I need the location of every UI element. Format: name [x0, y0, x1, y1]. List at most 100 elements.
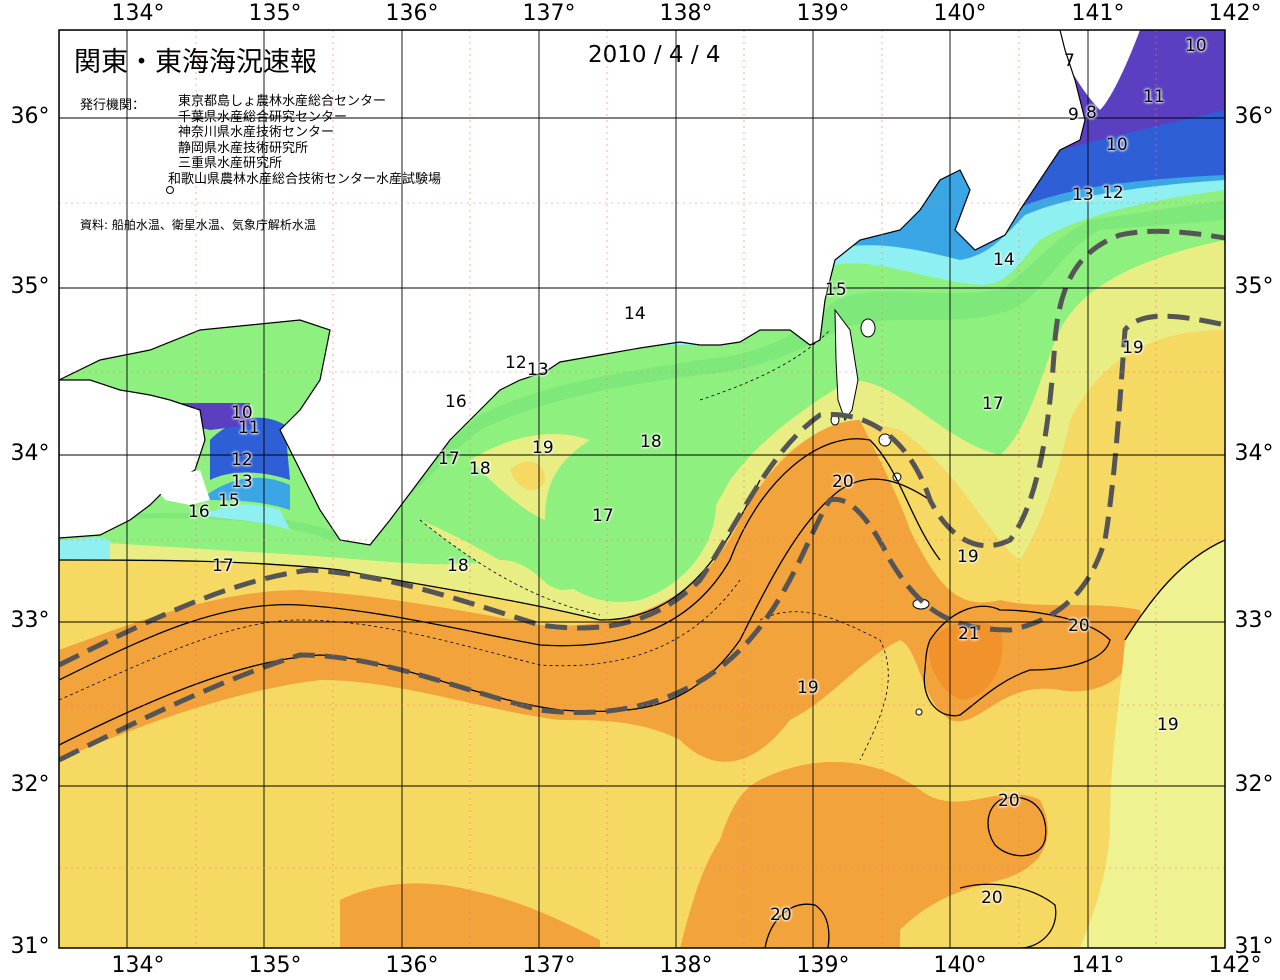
lat-label-left-32: 32°	[10, 772, 50, 797]
lat-label-left-34: 34°	[10, 441, 50, 466]
lon-label-top-140: 140°	[933, 1, 987, 26]
isotherm-label: 16	[445, 392, 467, 412]
sst-band-20	[59, 420, 1142, 762]
publisher-item: 千葉県水産総合研究センター	[178, 109, 348, 125]
lon-label-bottom-141: 141°	[1071, 953, 1125, 978]
isotherm-label: 17	[212, 556, 234, 576]
sst-band-14-ise	[200, 504, 290, 530]
isotherm-label: 20	[998, 791, 1020, 811]
graticule	[59, 30, 1225, 948]
publisher-item: 東京都島しょ農林水産総合センター	[178, 94, 387, 109]
lon-label-bottom-142: 142°	[1208, 953, 1262, 978]
isotherm-label: 17	[438, 449, 460, 469]
isotherm-label: 12	[231, 450, 253, 470]
lon-label-top-138: 138°	[659, 1, 713, 26]
isotherm-label: 19	[1157, 715, 1179, 735]
isotherm-label: 18	[640, 432, 662, 452]
sst-patch-19-small	[510, 461, 545, 491]
map-frame	[58, 29, 1226, 949]
land-shikoku	[59, 379, 206, 560]
map-title: 関東・東海海況速報	[74, 47, 317, 78]
lat-label-left-35: 35°	[10, 274, 50, 299]
publisher-item: 和歌山県農林水産総合技術センター水産試験場	[168, 171, 442, 187]
sst-pool-17	[540, 447, 717, 602]
kuroshio-axis	[59, 228, 1225, 763]
lon-label-top-135: 135°	[248, 1, 302, 26]
isotherm-label: 13	[527, 360, 549, 380]
lon-label-bottom-138: 138°	[659, 953, 713, 978]
lon-label-top-141: 141°	[1071, 1, 1125, 26]
island-aogashima	[915, 708, 923, 716]
lon-label-top-136: 136°	[385, 1, 439, 26]
lat-label-left-36: 36°	[10, 104, 50, 129]
lon-label-top-134: 134°	[111, 1, 165, 26]
lat-label-right-31: 31°	[1234, 934, 1274, 959]
isotherm-label: 20	[770, 905, 792, 925]
isotherm-label: 19	[957, 547, 979, 567]
isotherm-label: 18	[469, 459, 491, 479]
lon-label-top-142: 142°	[1208, 1, 1262, 26]
isotherm-minor-lines	[59, 329, 889, 761]
isotherm-label: 12	[505, 353, 527, 373]
isotherm-label: 7	[1064, 51, 1075, 71]
land-kii-channel-white	[150, 470, 210, 505]
isotherm-label: 20	[1068, 616, 1090, 636]
sst-band-7	[1060, 30, 1140, 110]
island-oshima	[860, 318, 876, 338]
isotherm-label: 17	[592, 506, 614, 526]
sst-band-20-sw	[340, 883, 600, 948]
lat-label-right-34: 34°	[1234, 441, 1274, 466]
publisher-heading: 発行機関：	[80, 98, 146, 113]
lat-label-right-33: 33°	[1234, 608, 1274, 633]
isotherm-label: 19	[797, 678, 819, 698]
isotherm-label: 21	[958, 624, 980, 644]
lon-label-bottom-137: 137°	[522, 953, 576, 978]
isotherm-label: 12	[1102, 183, 1124, 203]
lat-label-left-31: 31°	[10, 934, 50, 959]
lon-label-top-139: 139°	[796, 1, 850, 26]
isotherm-label: 17	[982, 394, 1004, 414]
lat-label-right-35: 35°	[1234, 274, 1274, 299]
isotherm-label: 9	[1068, 105, 1079, 125]
lon-label-bottom-135: 135°	[248, 953, 302, 978]
sst-band-21	[929, 621, 1003, 700]
isotherm-label: 10	[1185, 36, 1207, 56]
isotherm-label: 20	[832, 472, 854, 492]
isotherm-label: 19	[532, 438, 554, 458]
lat-label-right-36: 36°	[1234, 104, 1274, 129]
lon-label-bottom-139: 139°	[796, 953, 850, 978]
isotherm-label: 10	[1106, 135, 1128, 155]
isotherm-label: 13	[231, 472, 253, 492]
publisher-item: 静岡県水産技術研究所	[178, 140, 309, 156]
publisher-bullet-icon	[166, 186, 174, 194]
map-date: 2010 / 4 / 4	[588, 42, 721, 68]
sst-band-12-osaka	[210, 417, 290, 480]
isotherm-label: 10	[231, 403, 253, 423]
isotherm-label: 11	[1143, 87, 1165, 107]
lon-label-bottom-136: 136°	[385, 953, 439, 978]
isotherm-label: 18	[447, 556, 469, 576]
isotherm-label: 15	[218, 491, 240, 511]
lon-label-top-137: 137°	[522, 1, 576, 26]
isotherm-label: 20	[981, 888, 1003, 908]
lat-label-right-32: 32°	[1234, 772, 1274, 797]
sst-band-13-kii	[200, 477, 290, 510]
island-miyake	[878, 433, 892, 447]
data-source-note: 資料: 船舶水温、衛星水温、気象庁解析水温	[80, 218, 316, 232]
isotherm-label: 19	[1122, 338, 1144, 358]
isotherm-label: 14	[624, 304, 646, 324]
graticule-minor	[59, 30, 1225, 948]
isotherm-label: 16	[188, 502, 210, 522]
isotherm-label: 13	[1072, 185, 1094, 205]
isotherm-label: 8	[1086, 103, 1097, 123]
isotherm-label: 15	[825, 280, 847, 300]
lon-label-bottom-140: 140°	[933, 953, 987, 978]
publisher-item: 神奈川県水産技術センター	[178, 125, 335, 141]
isotherm-label: 11	[238, 418, 260, 438]
isotherm-label: 14	[993, 250, 1015, 270]
publisher-item: 三重県水産研究所	[178, 156, 283, 172]
sst-band-19-east	[1080, 540, 1225, 948]
sst-band-20-south	[680, 761, 1048, 948]
